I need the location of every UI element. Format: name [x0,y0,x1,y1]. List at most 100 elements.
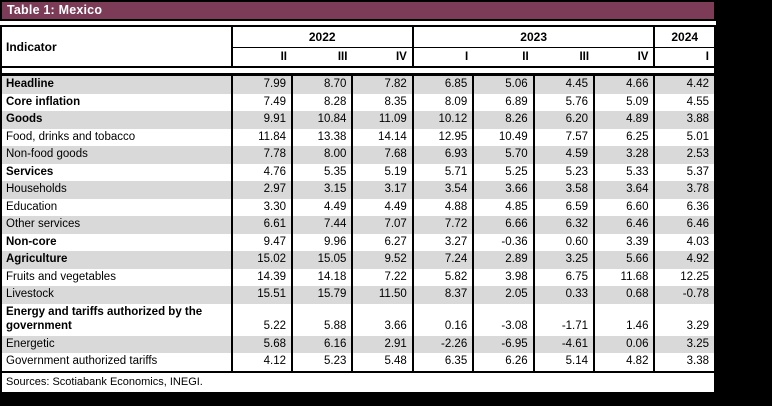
row-label: Food, drinks and tobacco [6,130,136,143]
value-cell: 3.27 [411,233,474,251]
value-cell: 7.44 [290,216,353,234]
value-cell: 3.39 [593,233,655,251]
value-cell: 5.35 [290,163,353,181]
row-label: Energetic [6,337,55,350]
table-row: Fruits and vegetables 14.39 14.18 7.22 5.82 3… [1,268,715,286]
value-cell: 8.70 [290,74,353,94]
quarter-header: IV [594,47,655,68]
value-cell: 3.29 [653,303,715,336]
value-cell: 3.25 [653,335,715,353]
value-cell: 14.18 [290,268,353,286]
value-cell: 4.12 [230,353,292,372]
divider-cell [1,67,715,76]
row-label: Services [6,165,54,178]
value-cell: 5.25 [472,163,534,181]
row-label: Goods [6,113,43,125]
table-row: Government authorized tariffs 4.12 5.23 5.4… [1,353,715,372]
year-header: 2022 [230,26,413,48]
table-title-bar: Table 1: Mexico [0,0,716,21]
value-cell: 3.66 [351,303,413,336]
value-cell: 0.16 [411,303,474,336]
indicator-column-header: Indicator [1,26,233,68]
value-cell: 5.71 [411,163,474,181]
value-cell: 6.75 [532,268,595,286]
value-cell: 9.96 [290,233,353,251]
value-cell: 5.01 [653,128,715,146]
value-cell: 5.66 [593,251,655,269]
value-cell: 3.28 [593,146,655,164]
table-row: Other services 6.61 7.44 7.07 7.72 6.66 6.32 6.… [1,216,715,234]
table-row: Livestock 15.51 15.79 11.50 8.37 2.05 0.33 0.68… [1,286,715,304]
quarter-header: II [230,47,292,68]
value-cell: 5.82 [411,268,474,286]
value-cell: 14.14 [351,128,413,146]
value-cell: 6.36 [653,198,715,216]
value-cell: 6.61 [230,216,292,234]
value-cell: 15.05 [290,251,353,269]
quarter-header: I [411,47,474,68]
value-cell: 7.24 [411,251,474,269]
value-cell: 15.79 [290,286,353,304]
value-cell: 11.84 [230,128,292,146]
value-cell: 3.38 [653,353,715,372]
value-cell: 0.33 [532,286,595,304]
value-cell: 8.00 [290,146,353,164]
value-cell: 4.03 [653,233,715,251]
table-title: Table 1: Mexico [7,3,103,17]
value-cell: 7.72 [411,216,474,234]
value-cell: 4.85 [472,198,534,216]
row-label: Non-food goods [6,148,88,160]
value-cell: 5.22 [230,303,292,336]
table-row: Households 2.97 3.15 3.17 3.54 3.66 3.58 3.64 3.… [1,181,715,199]
table-row: Services 4.76 5.35 5.19 5.71 5.25 5.23 5.33 5.37 [1,163,715,181]
row-label: Education [6,200,58,213]
value-cell: 15.51 [230,286,292,304]
value-cell: -4.61 [532,335,595,353]
quarter-header: IV [352,47,413,68]
value-cell: 7.57 [532,128,595,146]
value-cell: 6.26 [472,353,534,372]
value-cell: 4.88 [411,198,474,216]
value-cell: 9.91 [230,111,292,129]
row-label: Agriculture [6,253,68,265]
value-cell: 7.49 [230,93,292,111]
value-cell: 6.59 [532,198,595,216]
sources-row: Sources: Scotiabank Economics, INEGI. [1,371,715,393]
value-cell: 4.76 [230,163,292,181]
value-cell: 4.92 [653,251,715,269]
value-cell: 2.97 [230,181,292,199]
row-label: Non-core [6,235,57,248]
row-label: Government authorized tariffs [6,355,158,367]
table-row: Core inflation 7.49 8.28 8.35 8.09 6.89 5.76 5.… [1,93,715,111]
row-label: Core inflation [6,95,81,108]
table-row: Non-core 9.47 9.96 6.27 3.27 -0.36 0.60 3.39 4.0… [1,233,715,251]
value-cell: 0.06 [593,335,655,353]
value-cell: 6.16 [290,335,353,353]
table-body: Headline 7.99 8.70 7.82 6.85 5.06 4.45 4.66 4.42… [1,74,715,372]
value-cell: 5.70 [472,146,534,164]
value-cell: 12.25 [653,268,715,286]
value-cell: 8.26 [472,111,534,129]
value-cell: 10.12 [411,111,474,129]
value-cell: 6.25 [593,128,655,146]
quarter-header-row: II III IV I II III IV I [1,47,715,68]
value-cell: 7.68 [351,146,413,164]
value-cell: 7.07 [351,216,413,234]
value-cell: 8.37 [411,286,474,304]
value-cell: 3.15 [290,181,353,199]
row-label: Livestock [6,288,54,300]
table-row: Goods 9.91 10.84 11.09 10.12 8.26 6.20 4.89 3.88 [1,111,715,129]
value-cell: -3.08 [472,303,534,336]
row-label: Fruits and vegetables [6,270,116,283]
table-row: Education 3.30 4.49 4.49 4.88 4.85 6.59 6.60 6.3… [1,198,715,216]
value-cell: 8.09 [411,93,474,111]
value-cell: 3.17 [351,181,413,199]
value-cell: 11.09 [351,111,413,129]
year-header-row: Indicator 2022 2023 2024 [1,26,715,68]
value-cell: -6.95 [472,335,534,353]
value-cell: 3.30 [230,198,292,216]
value-cell: 2.89 [472,251,534,269]
value-cell: 6.20 [532,111,595,129]
quarter-header: III [533,47,595,68]
value-cell: 3.25 [532,251,595,269]
